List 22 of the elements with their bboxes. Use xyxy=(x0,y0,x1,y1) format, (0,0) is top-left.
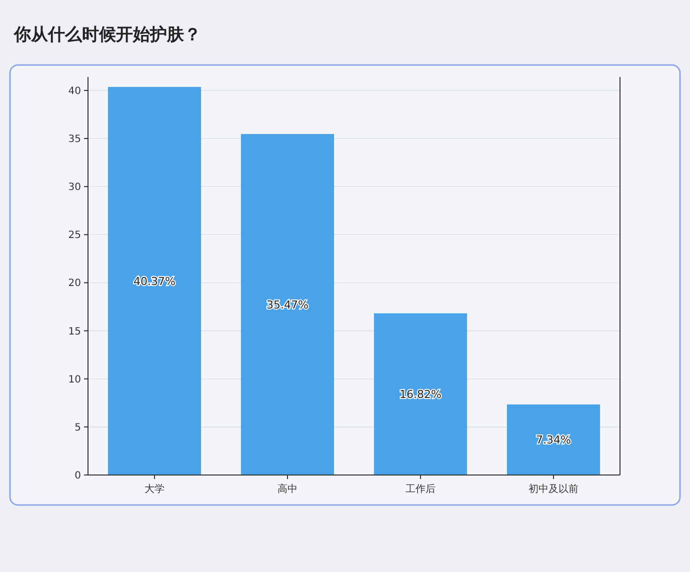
x-tick-label: 初中及以前 xyxy=(528,483,578,495)
bar xyxy=(506,404,600,475)
bar xyxy=(374,313,468,475)
y-tick-label: 5 xyxy=(74,422,81,434)
y-tick-label: 25 xyxy=(68,230,81,242)
y-tick-label: 35 xyxy=(68,134,81,146)
data-label: 40.37% xyxy=(134,274,176,288)
y-tick-label: 40 xyxy=(68,86,81,97)
y-tick-label: 10 xyxy=(68,374,81,386)
chart-title: 你从什么时候开始护肤？ xyxy=(13,25,201,45)
data-label: 16.82% xyxy=(400,388,442,401)
y-tick-label: 15 xyxy=(68,326,81,338)
x-tick-label: 高中 xyxy=(278,483,298,495)
bar xyxy=(108,86,202,475)
y-tick-label: 20 xyxy=(68,278,81,290)
data-label: 35.47% xyxy=(266,298,308,312)
y-tick-label: 0 xyxy=(74,470,81,482)
data-label: 7.34% xyxy=(536,434,571,447)
bar xyxy=(240,134,334,475)
x-tick-label: 工作后 xyxy=(406,483,436,495)
y-tick-label: 30 xyxy=(68,182,81,194)
x-tick-label: 大学 xyxy=(144,483,164,495)
